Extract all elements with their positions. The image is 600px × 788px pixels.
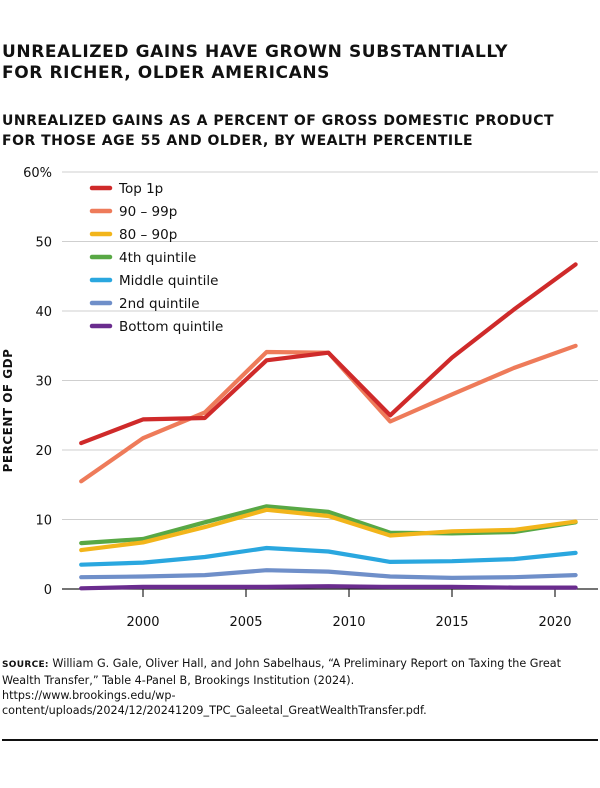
- x-tick-label: 2015: [435, 615, 468, 630]
- x-tick-label: 2005: [229, 615, 262, 630]
- legend-label: Middle quintile: [119, 273, 218, 289]
- legend-label: 2nd quintile: [119, 296, 200, 312]
- chart-subtitle-line-1: UNREALIZED GAINS AS A PERCENT OF GROSS D…: [2, 113, 555, 129]
- chart-subtitle-line-2: FOR THOSE AGE 55 AND OLDER, BY WEALTH PE…: [2, 133, 474, 149]
- y-tick-label: 40: [35, 305, 52, 320]
- chart-title-line-1: UNREALIZED GAINS HAVE GROWN SUBSTANTIALL…: [2, 42, 509, 62]
- y-tick-label: 60%: [23, 166, 52, 181]
- series-line-80-90p: [79, 507, 578, 553]
- chart-subtitle: UNREALIZED GAINS AS A PERCENT OF GROSS D…: [2, 111, 592, 151]
- series-line-middle-quintile: [79, 545, 578, 567]
- legend-label: 4th quintile: [119, 250, 196, 266]
- source-url[interactable]: https://www.brookings.edu/wp-content/upl…: [2, 689, 427, 717]
- y-tick-label: 50: [35, 236, 52, 251]
- legend-label: 80 – 90p: [119, 227, 177, 243]
- chart-title: UNREALIZED GAINS HAVE GROWN SUBSTANTIALL…: [2, 42, 562, 84]
- series-line-2nd-quintile: [79, 568, 578, 580]
- series-line-bottom-quintile: [79, 584, 578, 591]
- bottom-divider: [2, 739, 598, 741]
- legend-label: Top 1p: [118, 181, 163, 197]
- y-axis-label: PERCENT OF GDP: [1, 349, 15, 473]
- source-label: SOURCE:: [2, 660, 49, 670]
- line-chart: 0 10 20 30 40 50 60% 2000 2005 2010 2015 2020 PERCEN…: [1, 166, 598, 630]
- y-tick-label: 20: [35, 444, 52, 459]
- source-note: SOURCE: William G. Gale, Oliver Hall, an…: [2, 656, 597, 718]
- x-tick-label: 2010: [332, 615, 365, 630]
- source-text: William G. Gale, Oliver Hall, and John S…: [2, 657, 561, 687]
- legend-label: 90 – 99p: [119, 204, 177, 220]
- series-line-90-99p: [79, 343, 578, 484]
- chart-title-line-2: FOR RICHER, OLDER AMERICANS: [2, 63, 331, 83]
- y-tick-label: 30: [35, 375, 52, 390]
- y-tick-label: 10: [35, 514, 52, 529]
- legend-label: Bottom quintile: [119, 319, 223, 335]
- x-tick-label: 2000: [126, 615, 159, 630]
- series-line-top-1p: [79, 262, 578, 446]
- x-tick-label: 2020: [538, 615, 571, 630]
- y-tick-label: 0: [44, 583, 52, 598]
